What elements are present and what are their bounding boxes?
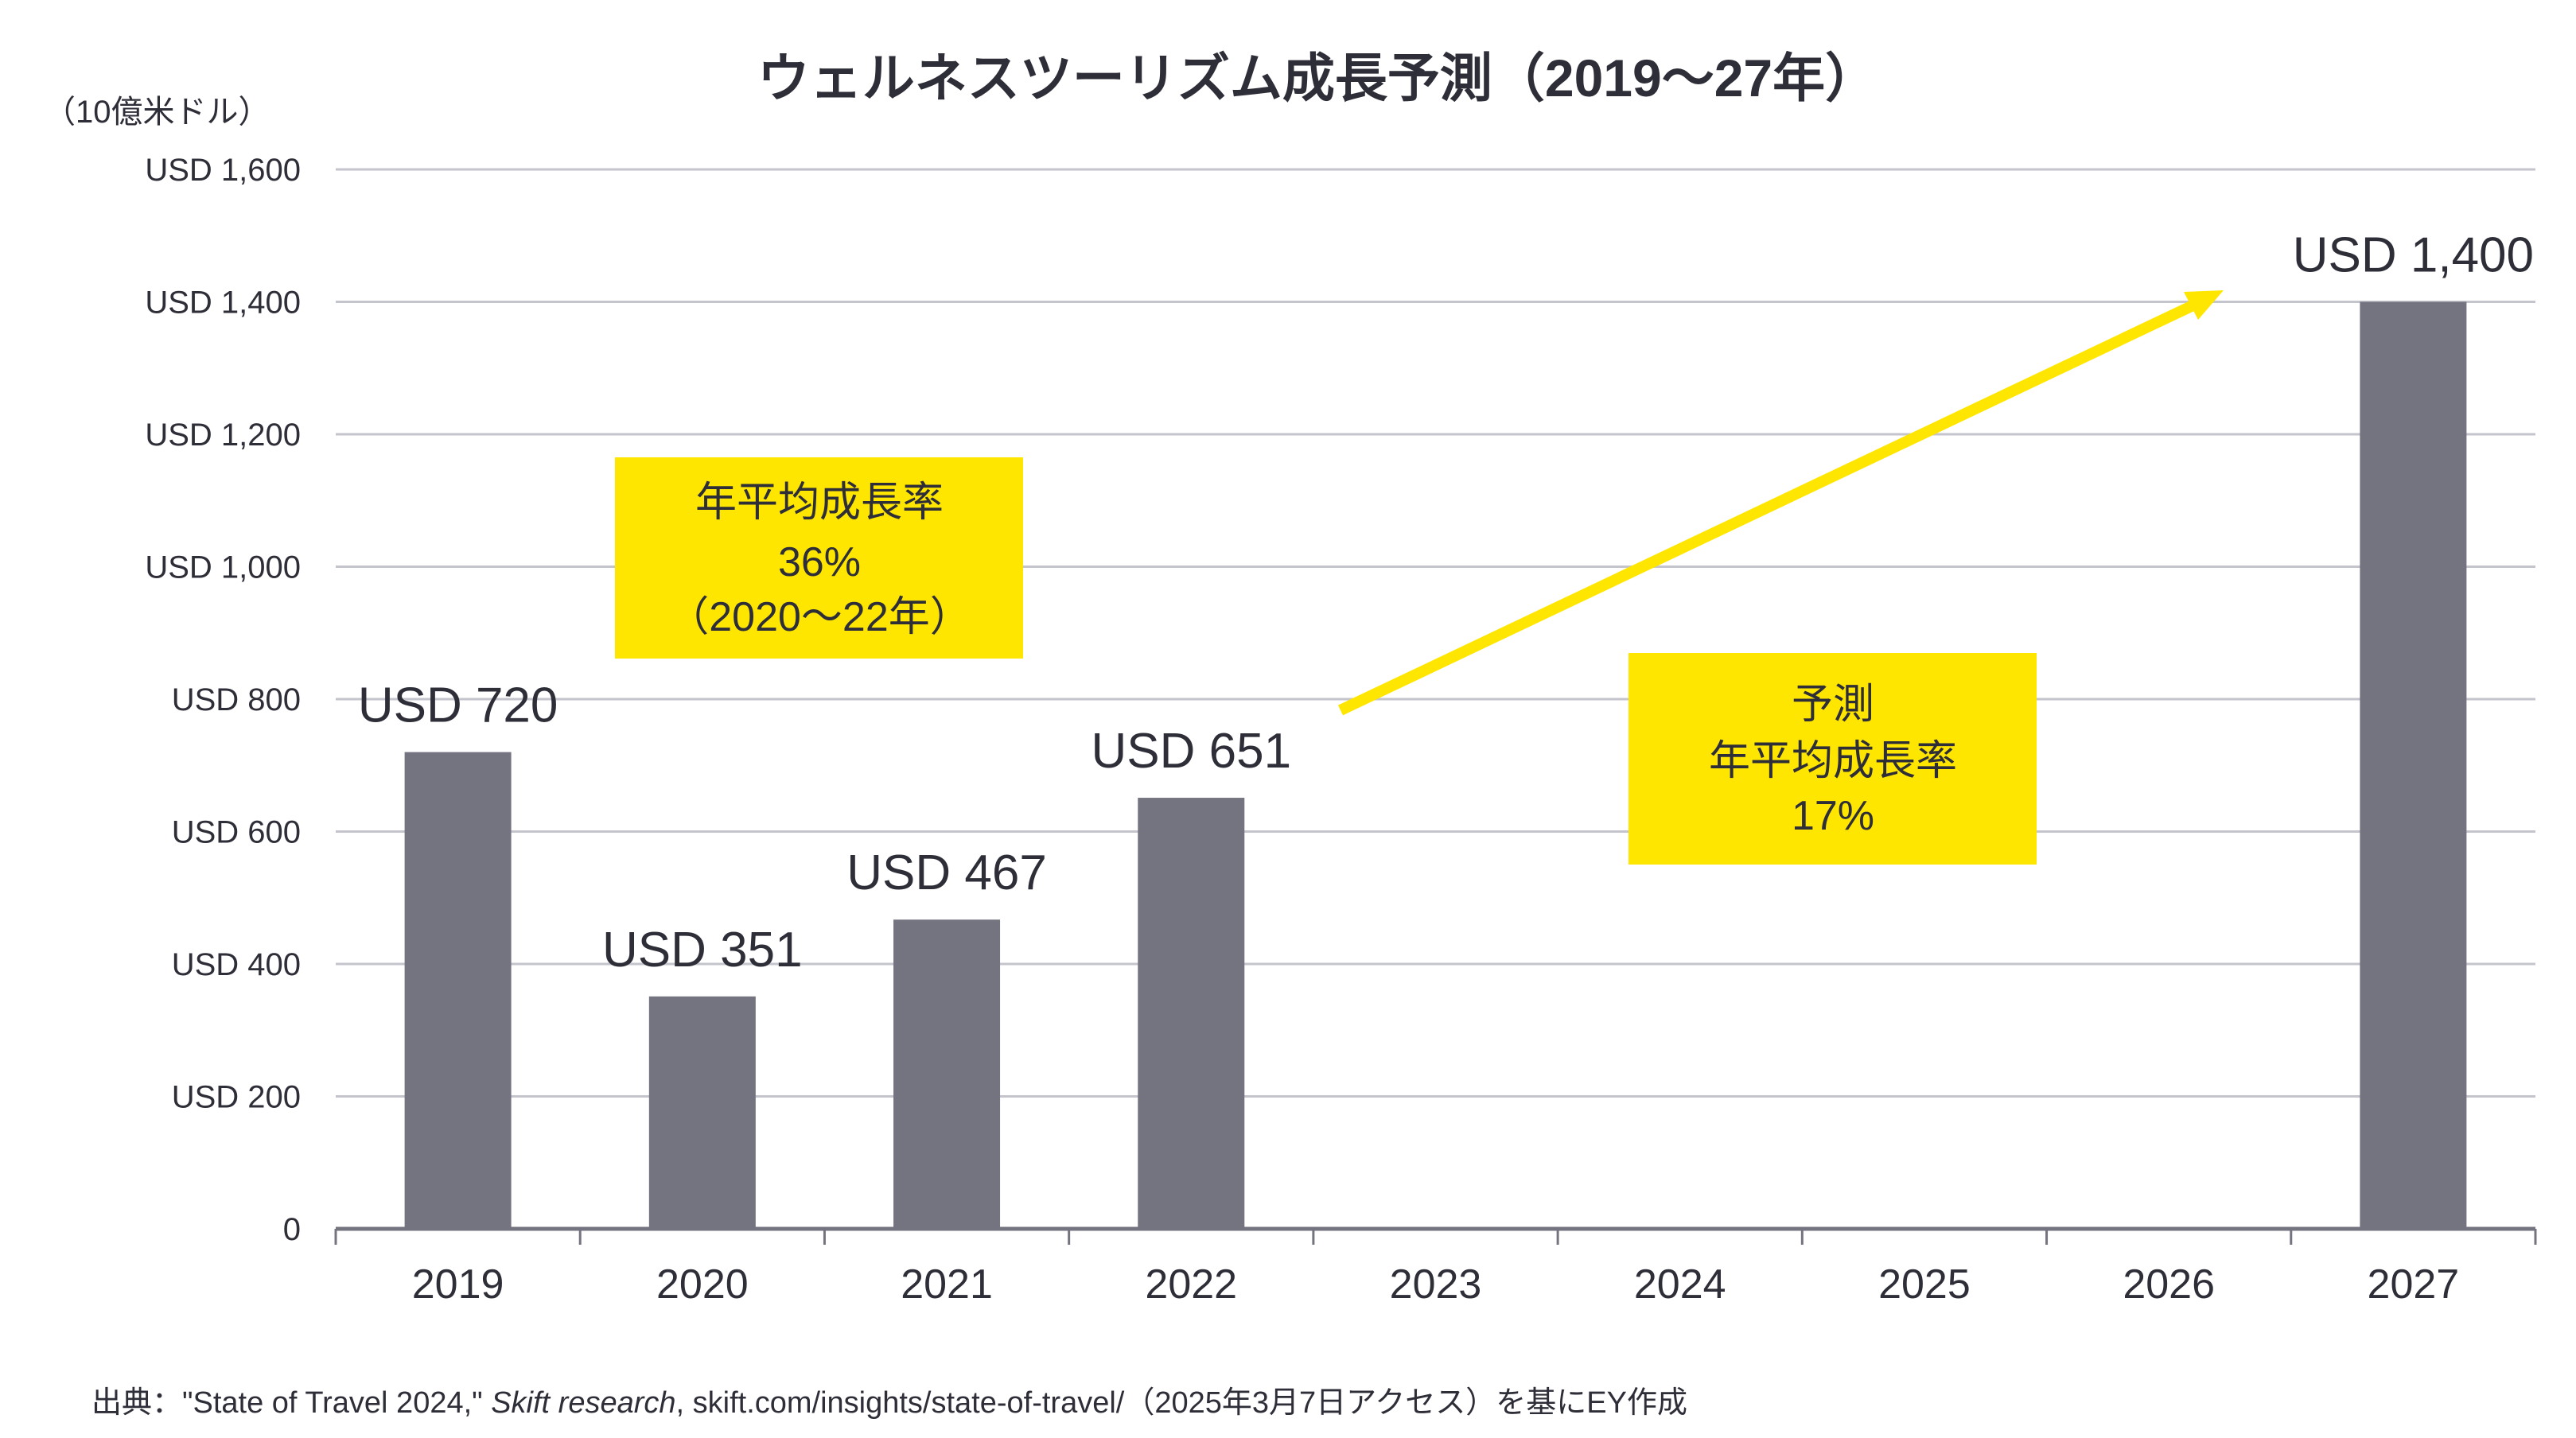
forecast-cagr-box-background	[1628, 653, 2037, 865]
y-tick-label: 0	[283, 1212, 301, 1247]
bar-2020	[648, 996, 756, 1229]
x-tick-label: 2020	[656, 1261, 749, 1308]
historical-cagr-box: 年平均成長率 36% （2020〜22年）	[615, 457, 1023, 659]
forecast-cagr-label: 年平均成長率	[1709, 738, 1957, 784]
historical-cagr-period: （2020〜22年）	[667, 594, 971, 640]
data-label-2022: USD 651	[1091, 724, 1291, 779]
historical-cagr-label: 年平均成長率	[695, 480, 944, 526]
y-axis-tick-labels: 0 USD 200 USD 400 USD 600 USD 800 USD 1,000 US…	[145, 153, 301, 1247]
x-tick-label: 2027	[2368, 1261, 2460, 1308]
x-tick-label: 2021	[901, 1261, 993, 1308]
bar-2021	[893, 919, 1001, 1229]
y-tick-label: USD 800	[172, 682, 301, 717]
bar-2022	[1138, 798, 1245, 1229]
y-tick-label: USD 1,000	[145, 550, 301, 585]
x-tick-label: 2025	[1878, 1261, 1971, 1308]
x-tick-label: 2022	[1145, 1261, 1237, 1308]
source-note: 出典："State of Travel 2024," Skift researc…	[91, 1386, 1687, 1420]
data-labels: USD 720 USD 351 USD 467 USD 651 USD 1,400	[358, 228, 2534, 977]
y-axis-unit-label: （10億米ドル）	[44, 95, 270, 130]
x-tick-label: 2024	[1634, 1261, 1726, 1308]
y-tick-label: USD 200	[172, 1080, 301, 1115]
x-axis	[334, 1226, 2537, 1245]
data-label-2021: USD 467	[846, 845, 1047, 900]
trend-arrow-line	[1337, 297, 2203, 716]
bars	[404, 301, 2467, 1229]
y-tick-label: USD 600	[172, 815, 301, 850]
y-tick-label: USD 1,400	[145, 286, 301, 321]
x-tick-label: 2023	[1390, 1261, 1482, 1308]
historical-cagr-value: 36%	[778, 539, 861, 585]
y-tick-label: USD 400	[172, 947, 301, 982]
forecast-cagr-box: 予測 年平均成長率 17%	[1628, 653, 2037, 865]
data-label-2020: USD 351	[602, 923, 803, 977]
source-suffix: , skift.com/insights/state-of-travel/（20…	[676, 1386, 1687, 1420]
historical-cagr-box-background	[615, 457, 1023, 659]
x-tick-label: 2019	[412, 1261, 504, 1308]
data-label-2027: USD 1,400	[2293, 228, 2534, 283]
source-prefix: 出典："State of Travel 2024,"	[91, 1386, 491, 1420]
forecast-label: 予測	[1792, 682, 1874, 728]
y-tick-label: USD 1,600	[145, 153, 301, 188]
x-tick-label: 2026	[2123, 1261, 2215, 1308]
trend-arrow-head-icon	[2184, 290, 2224, 320]
bar-2027	[2360, 301, 2467, 1229]
source-publisher: Skift research	[491, 1386, 675, 1420]
forecast-cagr-value: 17%	[1792, 793, 1874, 839]
bar-2019	[404, 752, 512, 1229]
y-tick-label: USD 1,200	[145, 418, 301, 453]
chart-title: ウェルネスツーリズム成長予測（2019〜27年）	[757, 49, 1878, 107]
forecast-trend-arrow	[1337, 290, 2224, 716]
x-axis-tick-labels: 2019 2020 2021 2022 2023 2024 2025 2026 2027	[412, 1261, 2459, 1308]
data-label-2019: USD 720	[358, 678, 558, 733]
